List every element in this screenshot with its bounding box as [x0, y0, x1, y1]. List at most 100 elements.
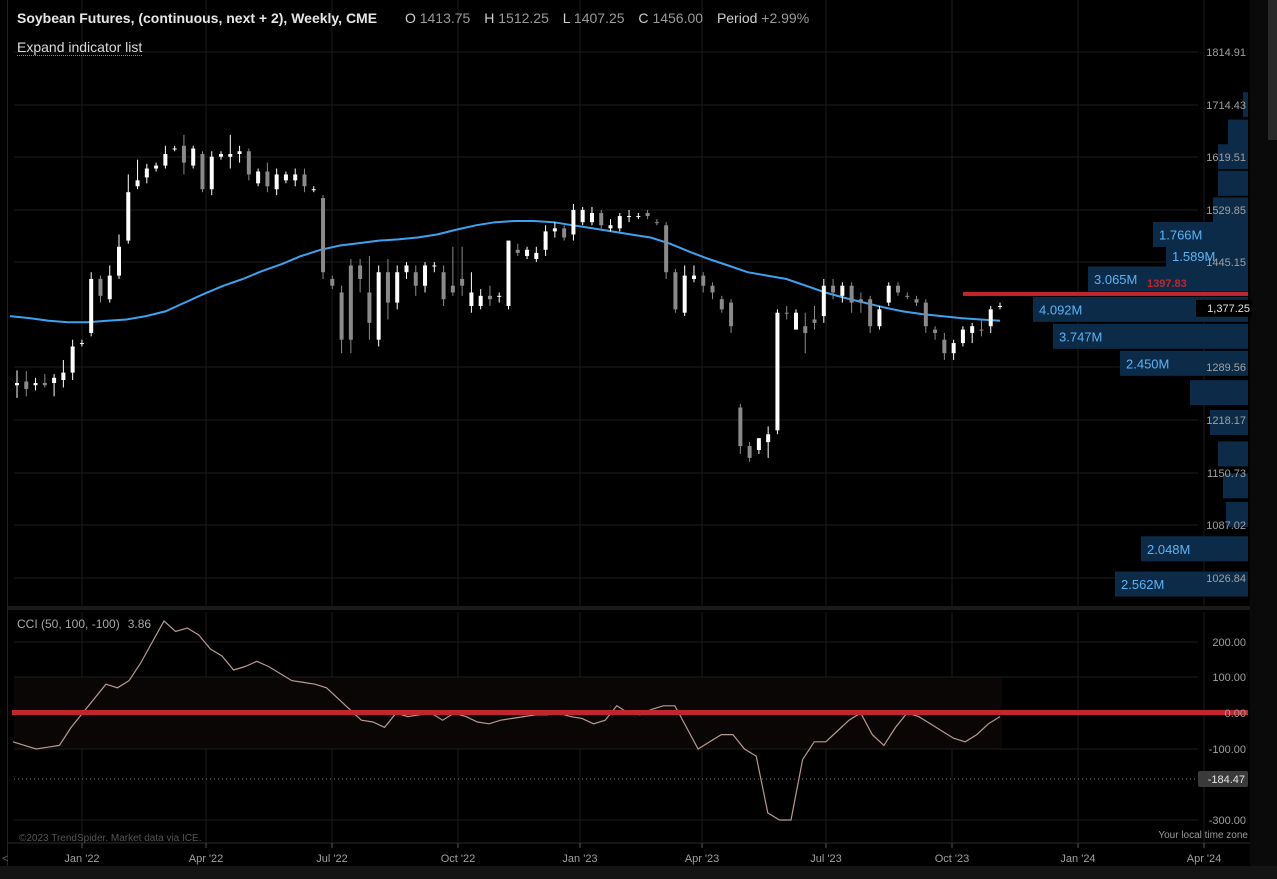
- right-gutter: [1250, 0, 1277, 866]
- candle-body: [515, 249, 520, 253]
- candle-body: [283, 174, 288, 181]
- candle-body: [710, 285, 715, 293]
- candle-body: [923, 302, 928, 327]
- candle-body: [831, 285, 836, 293]
- cci-line: [12, 620, 1001, 821]
- price-axis-tick: 1619.51: [1206, 152, 1246, 164]
- cci-axis-tick: -300.00: [1209, 815, 1246, 827]
- candle-body: [450, 285, 455, 293]
- volume-bar: [1088, 266, 1248, 292]
- candle-body: [858, 299, 863, 303]
- candle-body: [849, 285, 854, 303]
- candle-body: [163, 153, 168, 166]
- candle-body: [654, 222, 659, 224]
- candle-body: [172, 148, 177, 150]
- candle-body: [61, 372, 66, 381]
- candle-body: [747, 446, 752, 458]
- time-axis-tick: Oct '22: [441, 853, 476, 865]
- candle-body: [599, 212, 604, 226]
- resistance-level-line: [963, 291, 1248, 296]
- candle-body: [79, 343, 84, 345]
- candle-body: [942, 339, 947, 354]
- candle-body: [738, 407, 743, 447]
- level-label: 1397.83: [1147, 278, 1187, 290]
- chart-header: Soybean Futures, (continuous, next + 2),…: [17, 10, 809, 26]
- candle-body: [339, 292, 344, 340]
- candle-body: [52, 377, 57, 384]
- candle-body: [543, 231, 548, 250]
- candle-body: [460, 278, 465, 286]
- time-axis-tick: Apr '22: [189, 853, 224, 865]
- candle-body: [960, 329, 965, 344]
- close-value: 1456.00: [652, 10, 704, 26]
- candle-body: [905, 295, 910, 297]
- time-axis-tick: Oct '23: [935, 853, 970, 865]
- last-price-label: 1,377.25: [1207, 303, 1250, 315]
- candle-body: [126, 192, 131, 241]
- candle-body: [89, 278, 94, 333]
- volume-label: 4.092M: [1039, 302, 1082, 317]
- candle-body: [135, 180, 140, 187]
- last-price-badge: [1196, 299, 1252, 317]
- price-axis-tick: 1714.43: [1206, 100, 1246, 112]
- candle-body: [812, 319, 817, 323]
- period-label: Period: [716, 10, 758, 26]
- candle-body: [775, 312, 780, 431]
- candle-body: [673, 272, 678, 310]
- volume-bar: [1226, 501, 1248, 527]
- volume-bar: [1210, 409, 1248, 435]
- candle-body: [423, 265, 428, 286]
- candle-body: [228, 153, 233, 157]
- time-axis-tick: Jan '23: [562, 853, 597, 865]
- volume-bar: [1218, 441, 1248, 467]
- candle-body: [645, 212, 650, 217]
- volume-label: 1.766M: [1159, 227, 1202, 242]
- candle-body: [840, 285, 845, 296]
- candle-body: [589, 212, 594, 223]
- candle-body: [895, 285, 900, 293]
- candle-body: [265, 171, 270, 187]
- volume-bar: [1190, 380, 1248, 406]
- expand-indicator-list-link[interactable]: Expand indicator list: [17, 39, 143, 56]
- candle-body: [525, 249, 530, 256]
- volume-label: 2.562M: [1121, 577, 1164, 592]
- volume-bar: [1120, 350, 1248, 376]
- price-axis-tick: 1026.84: [1206, 573, 1246, 585]
- candle-body: [413, 272, 418, 286]
- candle-body: [793, 312, 798, 330]
- candle-body: [998, 305, 1002, 307]
- price-axis-tick: 1218.17: [1206, 415, 1246, 427]
- candle-body: [636, 216, 641, 218]
- price-axis-tick: 1445.15: [1206, 257, 1246, 269]
- candle-body: [219, 153, 224, 157]
- cci-zero-line: [12, 710, 1248, 715]
- candle-body: [506, 240, 511, 306]
- candle-body: [552, 228, 557, 232]
- volume-bar: [1115, 571, 1248, 597]
- price-axis-tick: 1289.56: [1206, 362, 1246, 374]
- candle-body: [107, 275, 112, 300]
- candle-body: [877, 309, 882, 327]
- volume-bar: [1218, 144, 1248, 170]
- timezone-label[interactable]: Your local time zone: [1158, 830, 1248, 841]
- candle-body: [914, 299, 919, 303]
- price-axis-tick: 1814.91: [1206, 47, 1246, 59]
- volume-bar: [1166, 243, 1248, 269]
- volume-label: 3.747M: [1059, 329, 1102, 344]
- left-border: [7, 0, 8, 866]
- cci-axis-tick: 100.00: [1212, 672, 1246, 684]
- candle-body: [571, 209, 576, 235]
- cci-axis-tick: 0.00: [1225, 708, 1246, 720]
- candle-body: [24, 381, 29, 389]
- candle-body: [98, 278, 103, 296]
- low-value: 1407.25: [573, 10, 625, 26]
- candle-body: [766, 434, 771, 443]
- candle-body: [729, 302, 734, 327]
- high-value: 1512.25: [498, 10, 549, 26]
- candle-body: [478, 295, 483, 306]
- candle-body: [154, 165, 159, 169]
- candle-body: [580, 209, 585, 223]
- candle-body: [951, 343, 956, 354]
- candle-body: [144, 168, 149, 178]
